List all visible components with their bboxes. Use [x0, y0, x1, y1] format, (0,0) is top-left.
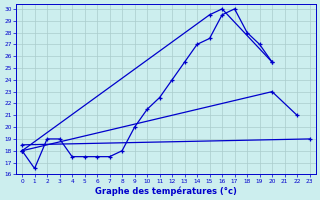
X-axis label: Graphe des températures (°c): Graphe des températures (°c)	[95, 186, 237, 196]
